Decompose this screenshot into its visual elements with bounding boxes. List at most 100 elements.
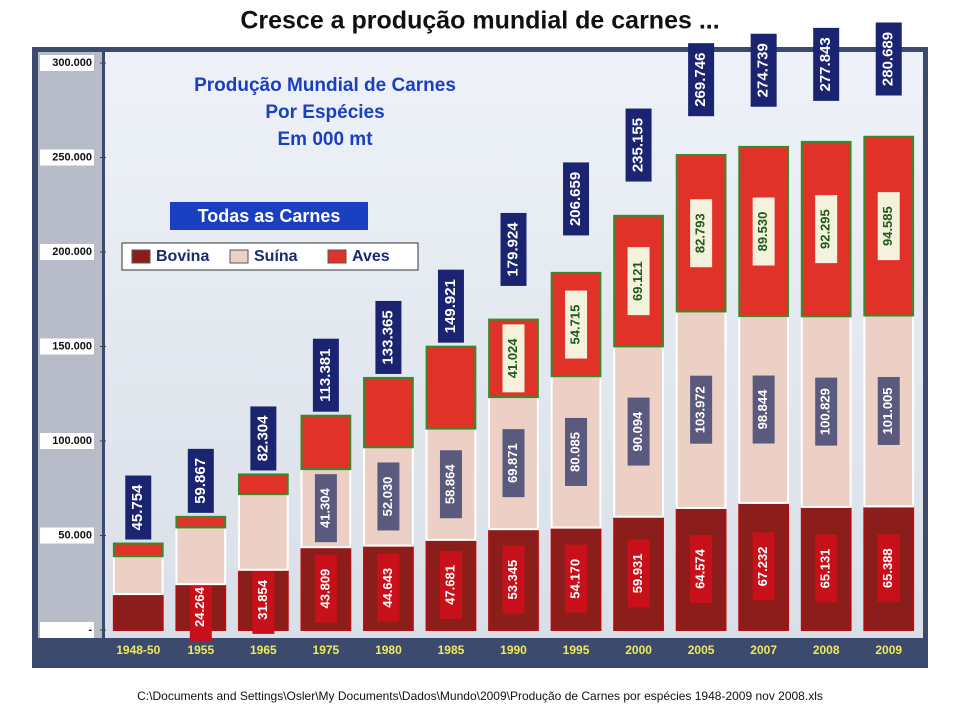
y-tick-label: 150.000 (52, 340, 92, 352)
total-label: 82.304 (254, 415, 271, 462)
total-label: 45.754 (129, 484, 146, 531)
x-tick-label: 2009 (875, 643, 902, 657)
value-label: 67.232 (755, 547, 770, 587)
chart-subtitle: Todas as Carnes (198, 206, 341, 226)
x-tick-label: 1980 (375, 643, 402, 657)
value-label-box (502, 324, 525, 393)
value-label: 101.005 (880, 387, 895, 434)
total-label: 280.689 (880, 32, 897, 86)
x-tick-label: 2008 (813, 643, 840, 657)
x-tick-label: 2000 (625, 643, 652, 657)
total-label-box (625, 108, 652, 182)
value-label: 100.829 (818, 388, 833, 435)
footer: C:\Documents and Settings\Osler\My Docum… (137, 689, 823, 703)
value-label-box (690, 199, 713, 268)
total-label-box (688, 43, 715, 117)
total-label: 113.381 (317, 349, 334, 402)
total-label-box (437, 269, 464, 343)
subtitle-box (170, 202, 368, 230)
total-label-box (250, 406, 277, 471)
total-label: 179.924 (504, 222, 521, 277)
total-label-box (375, 300, 402, 374)
value-label-box (627, 247, 650, 316)
value-label-box (565, 290, 588, 359)
bar-segment (613, 214, 664, 348)
y-tick-box (40, 622, 94, 638)
total-label: 133.365 (379, 310, 396, 364)
value-label: 90.094 (630, 411, 645, 452)
x-tick-label: 2005 (688, 643, 715, 657)
value-label-box (877, 376, 900, 445)
value-label-box (815, 195, 838, 264)
value-label: 59.931 (630, 553, 645, 593)
legend-swatch (327, 249, 347, 264)
total-label: 269.746 (692, 53, 709, 107)
total-label-box (187, 448, 214, 513)
value-label: 89.530 (755, 212, 770, 252)
total-label-box (125, 475, 152, 540)
total-label-box (750, 33, 777, 107)
value-label-box (877, 534, 900, 603)
bar-segment (237, 473, 289, 496)
x-tick-label: 1985 (438, 643, 465, 657)
value-label-box (627, 397, 650, 466)
total-label-box (500, 212, 527, 286)
value-label: 64.574 (693, 548, 708, 589)
value-label-box (502, 429, 525, 498)
value-label-box (189, 573, 212, 642)
value-label: 53.345 (505, 560, 520, 600)
chart-title: Produção Mundial de Carnes (194, 75, 456, 96)
x-tick-label: 1948-50 (116, 643, 160, 657)
value-label-box (252, 565, 275, 634)
value-label: 92.295 (818, 209, 833, 249)
total-label-box (312, 338, 339, 412)
legend-swatch (131, 249, 151, 264)
value-label: 31.854 (255, 579, 270, 620)
y-tick-box (40, 149, 94, 166)
bar-segment (175, 515, 227, 529)
y-tick-box (40, 433, 94, 449)
total-label: 149.921 (442, 279, 459, 333)
value-label: 24.264 (192, 586, 207, 627)
value-label-box (627, 539, 650, 608)
value-label: 94.585 (880, 206, 895, 246)
page-title: Cresce a produção mundial de carnes ... (240, 7, 719, 35)
value-label: 41.024 (505, 338, 520, 379)
value-label-box (377, 462, 400, 531)
bar-segment (863, 135, 915, 317)
value-label-box (314, 554, 337, 623)
total-label-box (813, 27, 840, 101)
value-label: 98.844 (755, 389, 770, 430)
value-label-box (752, 197, 775, 266)
value-label: 54.715 (567, 305, 582, 345)
value-label: 44.643 (380, 568, 395, 608)
value-label: 69.871 (505, 443, 520, 483)
x-tick-label: 2007 (750, 643, 777, 657)
total-label: 59.867 (192, 458, 209, 504)
total-label: 274.739 (755, 43, 772, 97)
bar-segment (112, 593, 164, 632)
bar-segment (425, 345, 477, 430)
value-label-box (565, 417, 588, 486)
y-tick-label: 300.000 (52, 57, 92, 69)
value-label: 47.681 (442, 565, 457, 605)
value-label: 65.388 (880, 548, 895, 588)
value-label-box (439, 550, 462, 619)
x-tick-label: 1965 (250, 643, 277, 657)
total-label: 206.659 (567, 172, 584, 226)
value-label: 43.809 (317, 569, 332, 609)
legend-label: Bovina (156, 248, 209, 265)
value-label: 52.030 (380, 477, 395, 517)
x-tick-label: 1995 (563, 643, 590, 657)
total-label-box (563, 162, 590, 236)
y-tick-box (40, 55, 94, 71)
value-label-box (877, 192, 900, 261)
chart-title: Em 000 mt (277, 129, 373, 150)
bar-segment (112, 555, 164, 596)
total-label: 277.843 (817, 37, 834, 91)
value-label-box (439, 450, 462, 519)
value-label-box (690, 375, 713, 444)
value-label-box (752, 532, 775, 601)
y-tick-label: - (88, 624, 92, 636)
